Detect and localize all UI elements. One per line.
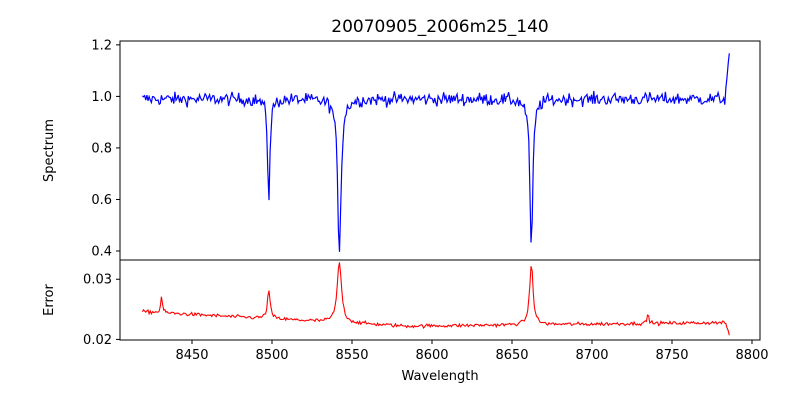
error-frame: [119, 259, 761, 341]
error-xtick-label: 8550: [335, 348, 368, 363]
error-ytick-label: 0.02: [83, 333, 112, 348]
error-xtick-label: 8600: [415, 348, 448, 363]
spectrum-series-line: [141, 53, 730, 252]
error-ytick-label: 0.03: [83, 273, 112, 288]
error-panel: 0.02 0.03 8450 8500 8550 8600 8650 8700 8750 880…: [42, 259, 769, 384]
error-series-line: [141, 262, 730, 336]
error-xtick-label: 8700: [575, 348, 608, 363]
x-axis-label: Wavelength: [401, 369, 478, 384]
spectrum-ytick-label: 1.2: [91, 38, 112, 53]
error-y-axis-label: Error: [42, 284, 57, 316]
error-y-ticks: 0.02 0.03: [83, 273, 120, 348]
spectrum-ytick-label: 0.8: [91, 141, 112, 156]
error-plot-area: [120, 260, 760, 340]
error-xtick-label: 8750: [655, 348, 688, 363]
spectrum-panel: 0.4 0.6 0.8 1.0 1.2 Spectrum: [42, 38, 761, 264]
error-xtick-label: 8450: [175, 348, 208, 363]
spectrum-ytick-label: 0.4: [91, 244, 112, 259]
error-xtick-label: 8650: [495, 348, 528, 363]
spectrum-plot-area: [120, 41, 760, 260]
spectrum-y-axis-label: Spectrum: [42, 119, 57, 182]
error-xtick-label: 8500: [255, 348, 288, 363]
spectrum-y-ticks: 0.4 0.6 0.8 1.0 1.2: [91, 38, 120, 259]
spectrum-ytick-label: 1.0: [91, 90, 112, 105]
chart-title: 20070905_2006m25_140: [331, 17, 548, 37]
error-xtick-label: 8800: [735, 348, 768, 363]
error-x-ticks: 8450 8500 8550 8600 8650 8700 8750 8800: [175, 340, 769, 363]
spectrum-ytick-label: 0.6: [91, 193, 112, 208]
